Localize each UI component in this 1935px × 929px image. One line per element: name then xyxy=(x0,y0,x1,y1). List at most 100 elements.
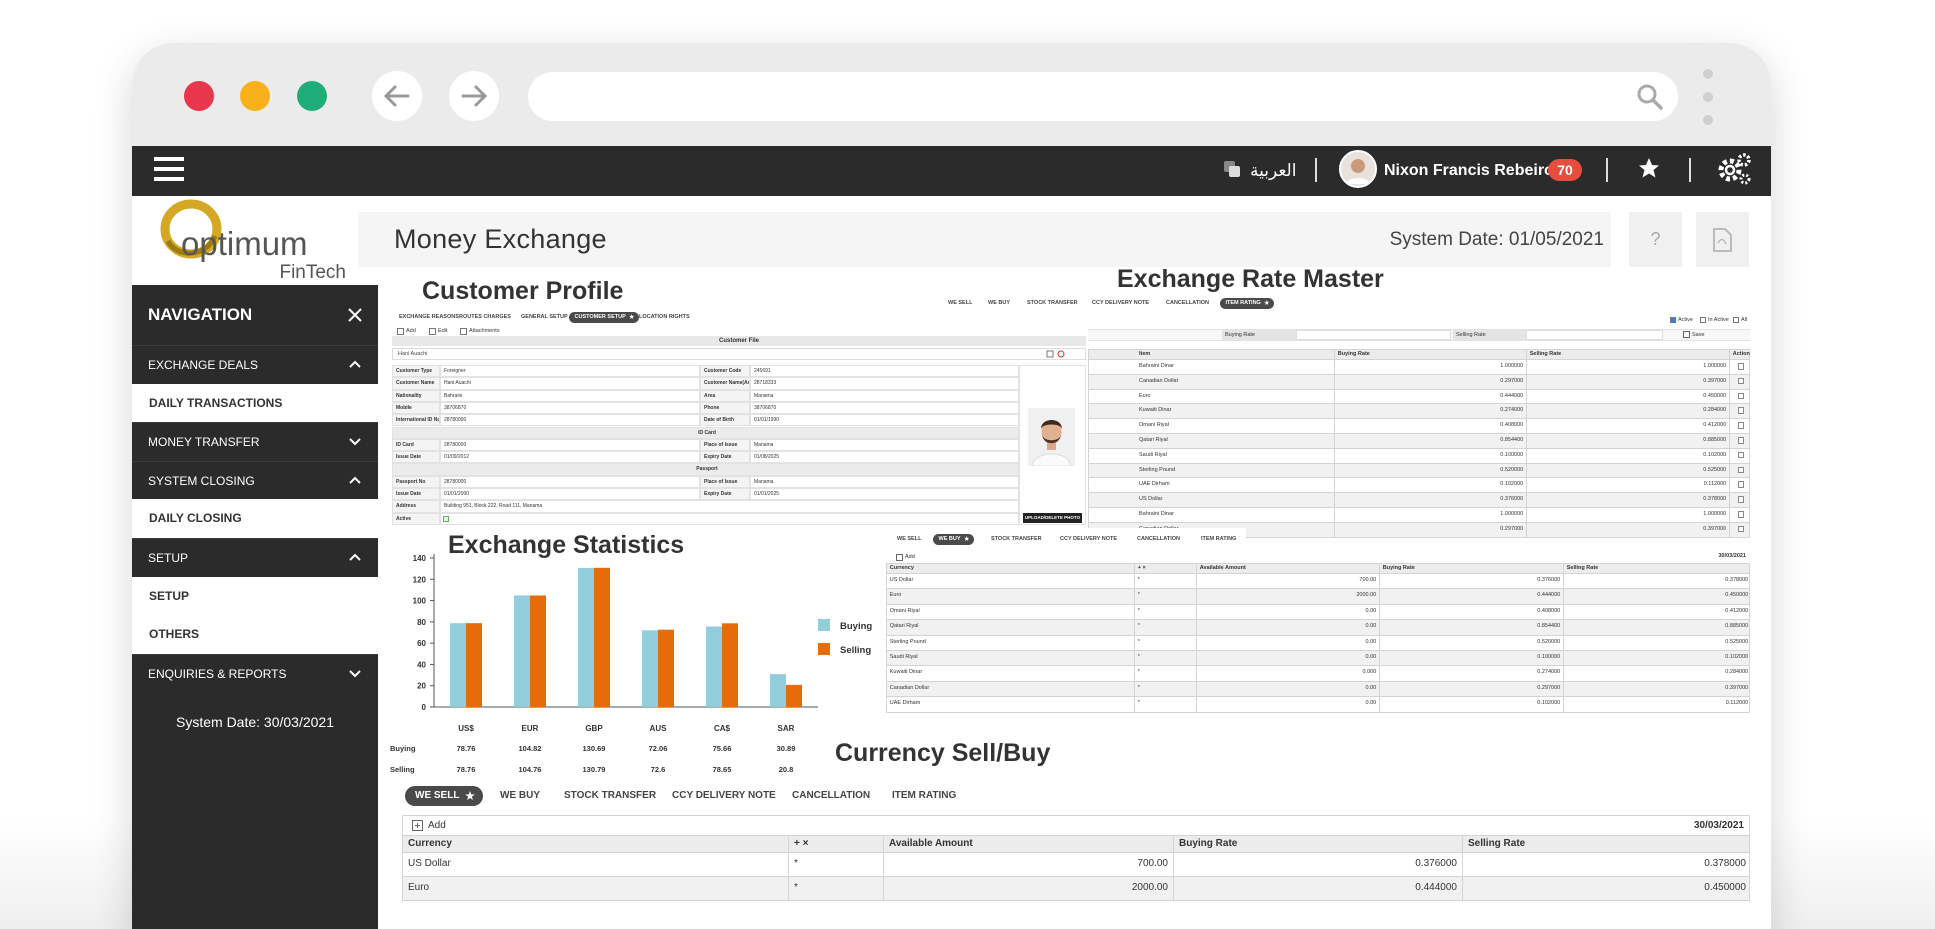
nav-group[interactable]: SYSTEM CLOSING xyxy=(132,460,378,500)
tab[interactable]: WE BUY xyxy=(500,790,540,801)
nav-group[interactable]: MONEY TRANSFER xyxy=(132,422,378,461)
tab[interactable]: WE BUY xyxy=(988,299,1010,306)
table-row: Canadian Dollar * 0.00 0.297000 0.397000 xyxy=(886,681,1750,698)
row-checkbox[interactable] xyxy=(1737,407,1745,415)
toolbar-button[interactable]: Edit xyxy=(438,328,448,334)
tab[interactable]: EXCHANGE REASONS xyxy=(399,313,459,320)
toolbar-button[interactable]: Attachments xyxy=(469,328,500,334)
table-cell: 0.102000 xyxy=(1563,651,1751,666)
filter-label[interactable]: All xyxy=(1741,317,1748,323)
sidebar-system-date: System Date: 30/03/2021 xyxy=(176,714,334,731)
add-button[interactable]: Add xyxy=(428,820,446,831)
tab[interactable]: LOCATION RIGHTS xyxy=(639,313,690,320)
tab[interactable]: WE SELL xyxy=(897,535,922,542)
favorites-star[interactable] xyxy=(1638,157,1660,179)
close-dot[interactable] xyxy=(184,81,214,111)
input-label: Buying Rate xyxy=(1225,332,1255,338)
pdf-button[interactable] xyxy=(1696,212,1749,267)
tab[interactable]: CCY DELIVERY NOTE xyxy=(1060,535,1118,542)
tab[interactable]: CANCELLATION xyxy=(1137,535,1180,542)
upload-photo-button[interactable]: UPLOAD/DELETE PHOTO xyxy=(1023,513,1082,523)
tab[interactable]: ITEM RATING xyxy=(1201,535,1237,542)
nav-group[interactable]: EXCHANGE DEALS xyxy=(132,345,378,384)
bar xyxy=(466,623,482,707)
table-cell-empty xyxy=(1729,404,1750,419)
filter-checkbox[interactable] xyxy=(1733,317,1739,323)
row-checkbox[interactable] xyxy=(1737,525,1745,533)
address-bar[interactable] xyxy=(528,72,1678,121)
tab-active[interactable]: CUSTOMER SETUP xyxy=(569,311,639,323)
browser-menu[interactable] xyxy=(1698,66,1718,128)
search-actions[interactable] xyxy=(1046,350,1072,358)
icon-part xyxy=(465,791,476,801)
icon-part xyxy=(1713,228,1732,252)
active-checkbox[interactable] xyxy=(443,515,449,522)
maximize-dot[interactable] xyxy=(297,81,327,111)
notification-badge[interactable]: 70 xyxy=(1548,159,1582,181)
hamburger-button[interactable] xyxy=(153,155,185,183)
row-checkbox[interactable] xyxy=(1737,437,1745,444)
filter-checkbox[interactable] xyxy=(1670,317,1676,323)
nav-item[interactable]: DAILY TRANSACTIONS xyxy=(132,383,378,423)
search-input[interactable] xyxy=(392,348,1086,360)
tab[interactable]: CANCELLATION xyxy=(792,790,871,801)
column-header: Item xyxy=(1139,351,1151,357)
user-avatar[interactable] xyxy=(1339,150,1377,188)
filter-checkbox[interactable] xyxy=(1700,317,1706,323)
row-checkbox[interactable] xyxy=(1737,392,1745,400)
tab[interactable]: ROUTES CHARGES xyxy=(459,313,511,320)
tab[interactable]: CANCELLATION xyxy=(1166,299,1209,306)
language-switch[interactable]: العربية xyxy=(1250,161,1297,180)
nav-group[interactable]: ENQUIRIES & REPORTS xyxy=(132,653,378,693)
tab-active[interactable]: WE SELL xyxy=(405,786,484,806)
nav-group[interactable]: SETUP xyxy=(132,538,378,577)
rate-input[interactable] xyxy=(1296,330,1451,340)
add-button[interactable]: Add xyxy=(905,554,915,560)
tab[interactable]: STOCK TRANSFER xyxy=(991,535,1042,542)
tab[interactable]: CCY DELIVERY NOTE xyxy=(1092,299,1150,306)
row-checkbox[interactable] xyxy=(1737,377,1745,385)
table-cell: 0.274000 xyxy=(1379,666,1563,681)
language-icon[interactable] xyxy=(1222,159,1242,179)
settings-gear[interactable] xyxy=(1716,152,1752,186)
tab[interactable]: ITEM RATING xyxy=(892,790,957,801)
nav-item[interactable]: DAILY CLOSING xyxy=(132,499,378,538)
tab[interactable]: WE SELL xyxy=(948,299,973,306)
filter-label[interactable]: Active xyxy=(1678,317,1693,323)
nav-item[interactable]: SETUP xyxy=(132,576,378,616)
row-checkbox[interactable] xyxy=(1737,451,1745,459)
tab[interactable]: STOCK TRANSFER xyxy=(564,790,657,801)
close-navigation[interactable] xyxy=(348,308,362,322)
tab[interactable]: STOCK TRANSFER xyxy=(1027,299,1078,306)
search-icon[interactable] xyxy=(1636,83,1664,111)
row-checkbox[interactable] xyxy=(1737,496,1745,503)
save-button[interactable]: Save xyxy=(1692,332,1705,338)
user-name[interactable]: Nixon Francis Rebeiro xyxy=(1384,162,1554,179)
row-checkbox[interactable] xyxy=(1737,481,1745,489)
nav-chevron xyxy=(349,438,361,446)
tab-star xyxy=(1264,300,1270,306)
rate-input[interactable] xyxy=(1526,330,1663,340)
y-tick-label: 0 xyxy=(422,703,427,712)
row-checkbox[interactable] xyxy=(1737,422,1745,429)
table-row: Euro 0.444000 0.450000 xyxy=(1088,389,1750,405)
nav-item[interactable]: OTHERS xyxy=(132,615,378,654)
column-header: Buying Rate xyxy=(1334,350,1526,359)
help-button[interactable]: ? xyxy=(1629,212,1682,267)
tab-active[interactable]: WE BUY xyxy=(933,533,974,545)
field-value: 01/01/2025 xyxy=(750,488,1019,501)
row-checkbox[interactable] xyxy=(1737,466,1745,474)
row-checkbox[interactable] xyxy=(1737,511,1745,518)
tab[interactable]: CCY DELIVERY NOTE xyxy=(672,790,776,801)
minimize-dot[interactable] xyxy=(240,81,270,111)
add-row xyxy=(402,815,1750,836)
field-value: 01/09/2012 xyxy=(440,451,700,464)
row-checkbox[interactable] xyxy=(1737,363,1745,370)
table-cell: Euro xyxy=(1139,392,1151,399)
toolbar-button[interactable]: Add xyxy=(406,328,416,334)
field-label: Place of Issue xyxy=(700,475,750,488)
tab-active[interactable]: ITEM RATING xyxy=(1220,297,1275,309)
tab[interactable]: GENERAL SETUP xyxy=(521,313,568,320)
filter-label[interactable]: In Active xyxy=(1708,317,1729,323)
